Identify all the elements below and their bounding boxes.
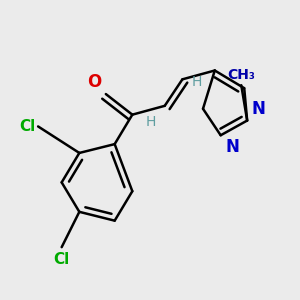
Text: Cl: Cl [53, 252, 70, 267]
Text: N: N [225, 138, 239, 156]
Text: O: O [87, 73, 101, 91]
Text: H: H [146, 115, 156, 129]
Text: H: H [191, 75, 202, 89]
Text: Cl: Cl [19, 119, 35, 134]
Text: N: N [252, 100, 266, 118]
Text: CH₃: CH₃ [227, 68, 255, 82]
